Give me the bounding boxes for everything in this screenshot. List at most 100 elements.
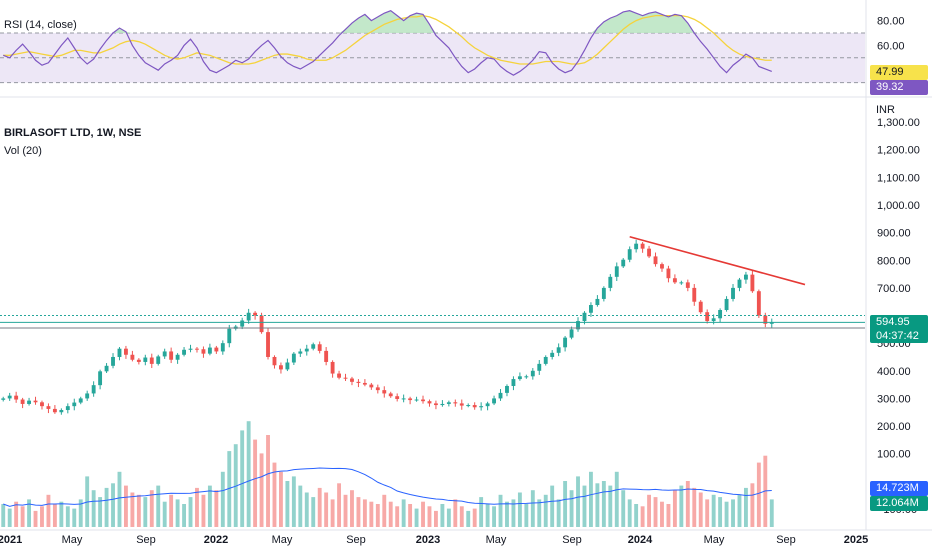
rsi-line [3, 9, 772, 76]
candle-body [266, 332, 270, 357]
price-pane[interactable] [0, 236, 865, 415]
candle-body [182, 349, 186, 355]
volume-bar [556, 499, 561, 527]
candle-body [143, 357, 148, 362]
candle-body [330, 361, 335, 374]
volume-bar [111, 483, 115, 527]
candle-body [401, 398, 406, 400]
volume-bar [666, 504, 671, 527]
candle-body [576, 321, 580, 330]
volume-bar [711, 494, 716, 527]
candle-body [317, 344, 322, 351]
candle-body [272, 356, 277, 366]
volume-bar [246, 421, 251, 527]
volume-bar [459, 506, 464, 527]
volume-bar [285, 481, 290, 527]
volume-bar [446, 508, 451, 527]
volume-bar [479, 497, 484, 527]
candle-body [350, 378, 354, 382]
volume-bar [207, 485, 212, 527]
candle-body [485, 403, 490, 407]
volume-bar [672, 490, 677, 527]
volume-bar [350, 490, 354, 527]
candle-body [104, 365, 109, 372]
candle-body [614, 266, 619, 277]
volume-bar [524, 504, 529, 527]
candle-body [634, 243, 639, 250]
volume-ma-badge: 14.723M [870, 481, 928, 496]
candle-body [240, 320, 245, 327]
candle-body [382, 390, 387, 394]
candle-body [698, 301, 703, 313]
volume-bar [214, 490, 219, 527]
volume-bar [485, 504, 490, 527]
candle-body [298, 351, 303, 354]
candle-body [640, 243, 645, 249]
volume-bar [698, 492, 703, 527]
volume-bar [647, 494, 651, 527]
time-tick-label: May [486, 534, 507, 546]
volume-bar [298, 485, 303, 527]
candle-body [543, 356, 548, 364]
volume-bar [52, 504, 57, 527]
candle-body [466, 405, 471, 407]
candle-body [563, 337, 568, 348]
volume-bar [266, 435, 270, 527]
volume-bar [46, 494, 51, 527]
volume-bar [530, 490, 535, 527]
candle-body [220, 343, 225, 352]
price-axis[interactable]: 80.00 60.00 1,300.00 1,200.00 1,100.00 1,000.… [865, 0, 920, 530]
volume-bar [20, 506, 25, 527]
volume-bar [233, 444, 238, 527]
volume-bar [33, 510, 38, 527]
time-tick-label: 2021 [0, 534, 22, 546]
volume-bar [162, 501, 167, 527]
volume-bar [149, 490, 154, 527]
volume-bar [517, 492, 522, 527]
volume-bar [78, 499, 83, 527]
volume-bar [388, 501, 393, 527]
volume-bar [737, 494, 742, 527]
candle-body [201, 349, 206, 354]
candle-body [414, 399, 419, 401]
candle-body [156, 356, 161, 364]
volume-bar [291, 476, 296, 527]
candle-body [705, 312, 710, 322]
candle-body [227, 328, 232, 344]
candle-body [136, 359, 141, 362]
volume-bar [401, 499, 406, 527]
volume-bar [72, 508, 77, 527]
volume-bar [724, 501, 729, 527]
candle-body [124, 348, 128, 355]
price-tick-label: 100.00 [877, 449, 911, 461]
volume-bar [563, 481, 568, 527]
price-tick-label: 900.00 [877, 228, 911, 240]
candle-body [731, 287, 735, 299]
candle-body [14, 395, 19, 400]
candle-body [20, 399, 25, 404]
candle-body [343, 377, 348, 379]
volume-bar [634, 504, 639, 527]
volume-bar [627, 499, 632, 527]
last-price-badge: 594.95 04:37:42 [870, 315, 928, 343]
time-tick-label: Sep [136, 534, 156, 546]
volume-bar [279, 471, 283, 527]
candle-body [569, 329, 574, 338]
time-tick-label: 2023 [416, 534, 440, 546]
volume-bar [195, 487, 199, 527]
candle-body [285, 362, 290, 370]
candle-body [589, 305, 593, 313]
time-axis[interactable]: 2021 May Sep 2022 May Sep 2023 May Sep 2024 May Sep… [0, 529, 932, 546]
time-tick-label: 2025 [844, 534, 868, 546]
currency-label[interactable]: INR [876, 104, 895, 116]
time-tick-label: Sep [562, 534, 582, 546]
candle-body [434, 403, 438, 406]
candle-body [524, 376, 529, 378]
volume-bar [65, 506, 70, 527]
candle-body [647, 248, 651, 257]
candle-body [666, 268, 671, 279]
rsi-pane[interactable] [0, 9, 932, 98]
volume-bar [692, 487, 697, 527]
candle-body [369, 384, 374, 388]
